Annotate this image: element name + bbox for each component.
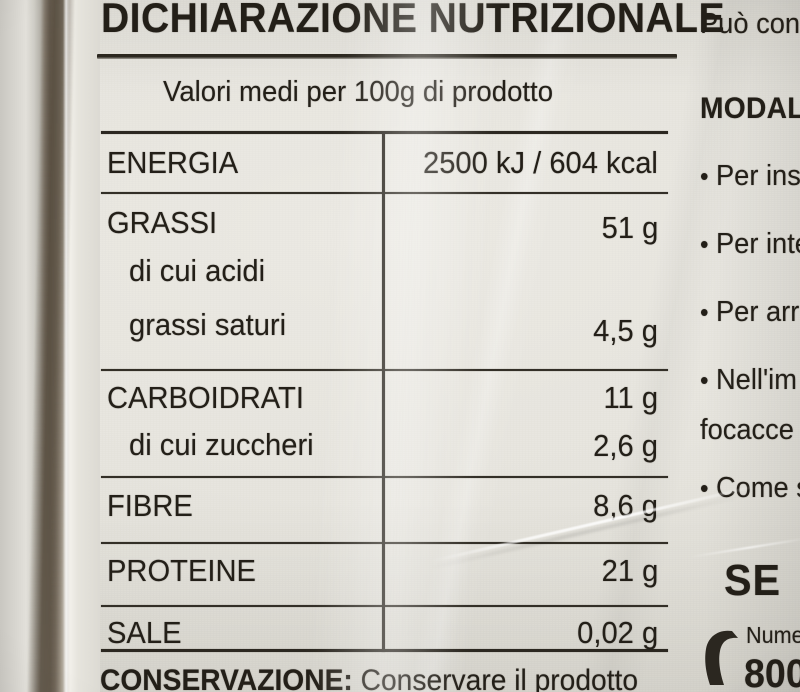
table-row-value-energia: 2500 kJ / 604 kcal <box>423 145 658 180</box>
phone-handset-icon <box>705 630 738 685</box>
service-label: Numer <box>746 622 800 648</box>
table-row-value-acidi-grassi: 4,5 g <box>593 313 658 348</box>
table-row-label-carboidrati: CARBOIDRATI <box>107 380 304 415</box>
table-row-label-acidi-grassi-2: grassi saturi <box>129 307 287 342</box>
right-column: Può con MODALIT Per ins Per inte Per arr… <box>700 0 800 692</box>
storage-label: CONSERVAZIONE: <box>100 664 353 692</box>
usage-bullet-2: Per inte <box>700 228 800 261</box>
title-underline-rule <box>97 54 677 59</box>
usage-bullet-4: Nell'im <box>700 364 797 397</box>
table-row-value-zuccheri: 2,6 g <box>593 428 658 463</box>
table-border-top <box>101 131 668 134</box>
storage-text: Conservare il prodotto <box>360 664 639 692</box>
usage-heading: MODALIT <box>700 92 800 125</box>
table-row-value-grassi: 51 g <box>601 210 658 245</box>
usage-bullet-4-continuation: focacce <box>700 414 794 446</box>
service-heading: SE <box>724 556 782 605</box>
table-row-label-zuccheri: di cui zuccheri <box>129 427 314 462</box>
subtitle: Valori medi per 100g di prodotto <box>163 76 554 108</box>
table-row-label-grassi: GRASSI <box>107 205 218 240</box>
table-row-label-acidi-grassi-1: di cui acidi <box>129 253 266 288</box>
service-phone-number: 800 <box>744 652 800 692</box>
storage-instructions: CONSERVAZIONE: Conservare il prodotto <box>100 664 638 692</box>
table-row-label-sale: SALE <box>107 615 182 650</box>
table-row-value-carboidrati: 11 g <box>603 380 658 415</box>
table-row-value-proteine: 21 g <box>601 553 658 588</box>
table-column-divider <box>382 133 385 652</box>
table-row-label-fibre: FIBRE <box>107 488 193 523</box>
table-row-value-fibre: 8,6 g <box>593 488 658 523</box>
table-row-label-proteine: PROTEINE <box>107 553 256 588</box>
usage-bullet-1: Per ins <box>700 160 800 193</box>
seam-highlight <box>63 0 70 692</box>
usage-bullet-5: Come s <box>700 472 800 505</box>
package-seam-strip <box>0 0 100 692</box>
allergen-note: Può con <box>700 8 800 40</box>
table-row-value-sale: 0,02 g <box>576 615 658 650</box>
nutrition-table: ENERGIA 2500 kJ / 604 kcal GRASSI 51 g d… <box>101 131 668 652</box>
table-row-label-energia: ENERGIA <box>107 145 239 180</box>
usage-bullet-3: Per arri <box>700 296 800 329</box>
page-title: DICHIARAZIONE NUTRIZIONALE <box>101 0 726 41</box>
